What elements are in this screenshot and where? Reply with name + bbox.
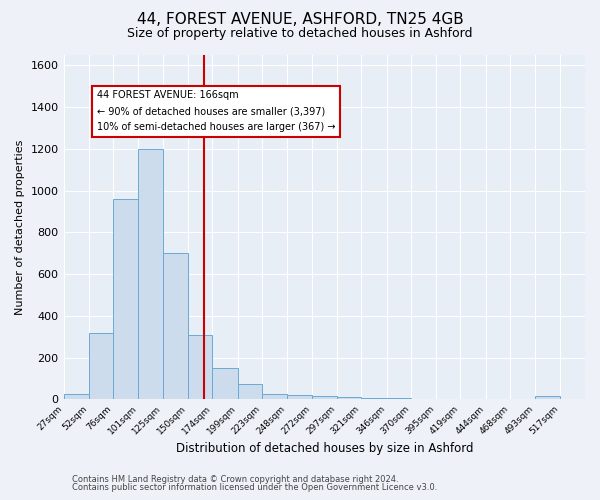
Bar [287,396,311,400]
Bar [311,396,337,400]
Y-axis label: Number of detached properties: Number of detached properties [15,140,25,315]
Text: 44, FOREST AVENUE, ASHFORD, TN25 4GB: 44, FOREST AVENUE, ASHFORD, TN25 4GB [137,12,463,28]
Bar [113,199,139,400]
Bar [386,398,411,400]
X-axis label: Distribution of detached houses by size in Ashford: Distribution of detached houses by size … [176,442,473,455]
Text: Contains HM Land Registry data © Crown copyright and database right 2024.: Contains HM Land Registry data © Crown c… [72,475,398,484]
Text: 44 FOREST AVENUE: 166sqm
← 90% of detached houses are smaller (3,397)
10% of sem: 44 FOREST AVENUE: 166sqm ← 90% of detach… [97,90,335,132]
Bar [262,394,287,400]
Bar [139,149,163,400]
Bar [337,398,361,400]
Text: Contains public sector information licensed under the Open Government Licence v3: Contains public sector information licen… [72,483,437,492]
Bar [212,368,238,400]
Bar [89,332,113,400]
Bar [361,398,386,400]
Bar [535,396,560,400]
Bar [188,335,212,400]
Text: Size of property relative to detached houses in Ashford: Size of property relative to detached ho… [127,28,473,40]
Bar [238,384,262,400]
Bar [163,254,188,400]
Bar [64,394,89,400]
